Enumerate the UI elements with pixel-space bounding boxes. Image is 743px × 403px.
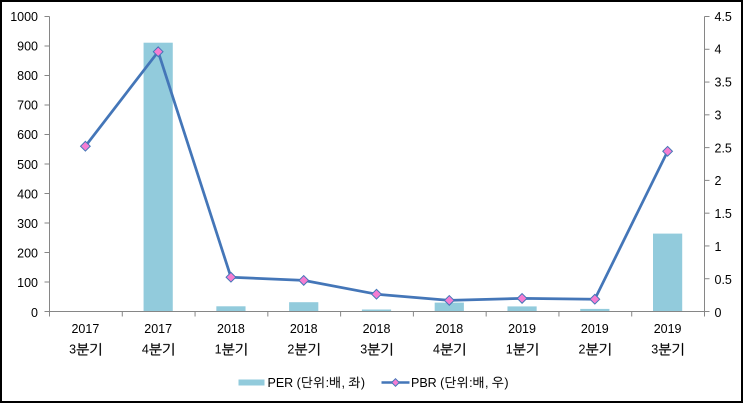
svg-text::: : [469,376,472,390]
svg-text:2018: 2018 [435,322,463,336]
svg-text:2: 2 [715,174,722,188]
svg-text:3: 3 [715,108,722,122]
svg-text:): ) [504,376,508,390]
svg-text:0.5: 0.5 [715,273,732,287]
svg-text:3: 3 [651,343,658,357]
svg-text:4: 4 [715,43,722,57]
svg-text:2: 2 [579,343,586,357]
svg-text:3: 3 [69,343,76,357]
svg-text:800: 800 [17,69,38,83]
svg-text:600: 600 [17,128,38,142]
svg-text:1: 1 [506,343,513,357]
svg-text:1000: 1000 [10,10,38,24]
svg-text:0: 0 [31,306,38,320]
svg-text:1: 1 [215,343,222,357]
svg-text:4: 4 [142,343,149,357]
svg-text:2018: 2018 [290,322,318,336]
svg-text:1: 1 [715,240,722,254]
svg-text:0: 0 [715,306,722,320]
svg-text:200: 200 [17,247,38,261]
svg-text:2019: 2019 [508,322,536,336]
svg-text:400: 400 [17,187,38,201]
svg-text:700: 700 [17,99,38,113]
svg-text:2019: 2019 [581,322,609,336]
svg-text:900: 900 [17,39,38,53]
svg-text:,: , [485,376,488,390]
svg-text:2017: 2017 [144,322,172,336]
svg-text:1.5: 1.5 [715,207,732,221]
svg-text:): ) [361,376,365,390]
svg-text:3: 3 [360,343,367,357]
svg-text:4: 4 [433,343,440,357]
svg-text:,: , [342,376,345,390]
svg-text:4.5: 4.5 [715,10,732,24]
svg-text:2017: 2017 [71,322,99,336]
svg-text:2.5: 2.5 [715,141,732,155]
svg-text:3.5: 3.5 [715,76,732,90]
svg-text:2019: 2019 [654,322,682,336]
svg-text:2: 2 [287,343,294,357]
svg-text:2018: 2018 [363,322,391,336]
svg-text:500: 500 [17,158,38,172]
svg-text:PBR (: PBR ( [411,376,445,390]
svg-text:2018: 2018 [217,322,245,336]
svg-text:100: 100 [17,276,38,290]
svg-text:300: 300 [17,217,38,231]
svg-text:PER (: PER ( [268,376,302,390]
svg-text::: : [326,376,329,390]
